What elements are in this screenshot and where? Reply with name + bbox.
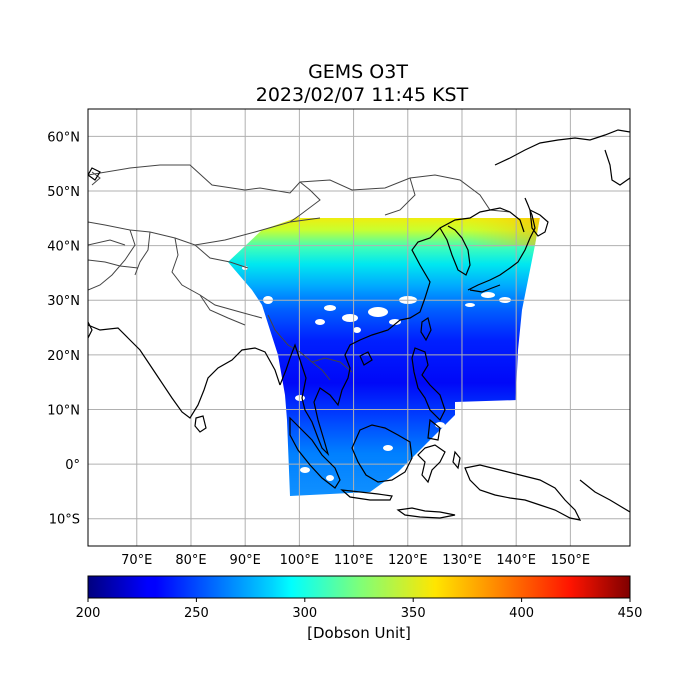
colorbar-ticks: 200 250 300 350 400 450	[76, 598, 643, 621]
lat-tick-labels: 60°N 50°N 40°N 30°N 20°N 10°N 0° 10°S	[47, 130, 80, 527]
lon-tick-label: 70°E	[121, 553, 152, 568]
lat-tick-label: 60°N	[47, 130, 80, 145]
coastlines	[88, 129, 630, 521]
lon-tick-label: 120°E	[388, 553, 428, 568]
map-area	[88, 109, 630, 546]
gridlines	[88, 109, 630, 546]
lon-tick-labels: 70°E 80°E 90°E 100°E 110°E 120°E 130°E 140°E 150…	[121, 553, 590, 568]
colorbar-tick-label: 250	[184, 606, 209, 621]
ozone-swath-north-band	[300, 216, 540, 250]
lon-tick-label: 90°E	[230, 553, 261, 568]
title-line1: GEMS O3T	[308, 61, 408, 83]
colorbar-tick-label: 450	[618, 606, 643, 621]
lat-tick-label: 20°N	[47, 349, 80, 364]
lon-tick-label: 130°E	[442, 553, 482, 568]
lon-tick-label: 80°E	[175, 553, 206, 568]
lat-tick-label: 10°S	[49, 513, 80, 528]
country-borders	[88, 164, 511, 381]
colorbar-tick-label: 400	[509, 606, 534, 621]
lat-tick-label: 0°	[65, 458, 80, 473]
lon-tick-label: 100°E	[280, 553, 320, 568]
colorbar	[87, 575, 631, 599]
colorbar-label: [Dobson Unit]	[307, 624, 411, 642]
lon-tick-label: 140°E	[496, 553, 536, 568]
title-line2: 2023/02/07 11:45 KST	[256, 84, 469, 106]
map-frame	[87, 108, 631, 547]
lon-tick-label: 110°E	[334, 553, 374, 568]
colorbar-tick-label: 300	[292, 606, 317, 621]
colorbar-tick-label: 350	[401, 606, 426, 621]
lat-tick-label: 50°N	[47, 185, 80, 200]
lat-tick-label: 30°N	[47, 294, 80, 309]
lat-tick-label: 10°N	[47, 403, 80, 418]
lat-tick-label: 40°N	[47, 240, 80, 255]
colorbar-tick-label: 200	[76, 606, 101, 621]
lon-tick-label: 150°E	[551, 553, 591, 568]
